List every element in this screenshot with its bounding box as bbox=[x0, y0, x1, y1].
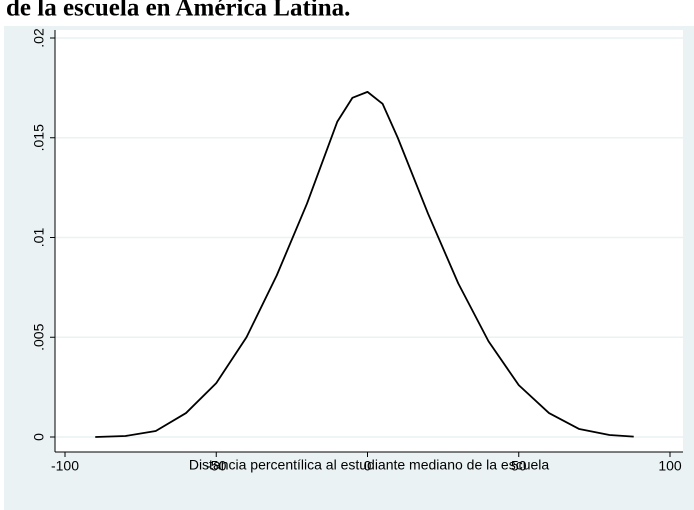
x-tick-label: 50 bbox=[511, 458, 527, 474]
x-tick-label: -50 bbox=[206, 458, 226, 474]
chart-title: de la escuela en América Latina. bbox=[6, 0, 350, 22]
y-tick-label: 0 bbox=[31, 433, 47, 441]
x-axis-label: Distancia percentílica al estudiante med… bbox=[189, 457, 550, 473]
y-tick-label: .01 bbox=[31, 228, 47, 248]
plot-region bbox=[55, 30, 683, 452]
x-tick-label: 0 bbox=[364, 458, 372, 474]
y-tick-label: .02 bbox=[31, 28, 47, 48]
x-tick-label: -100 bbox=[51, 458, 79, 474]
density-line bbox=[95, 90, 634, 438]
y-tick-label: .015 bbox=[31, 124, 47, 151]
y-tick-label: .005 bbox=[31, 323, 47, 350]
x-tick-label: 100 bbox=[658, 458, 682, 474]
